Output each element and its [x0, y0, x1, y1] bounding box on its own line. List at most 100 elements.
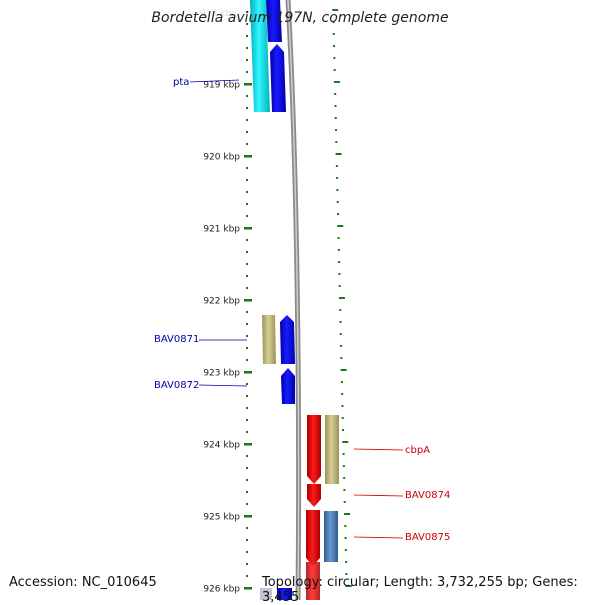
guide-dot — [333, 81, 340, 83]
minor-tick — [246, 395, 248, 397]
minor-tick — [246, 59, 248, 61]
major-tick — [244, 227, 252, 230]
minor-tick — [246, 359, 248, 361]
major-tick — [244, 515, 252, 518]
minor-tick — [246, 143, 248, 145]
tick-label: 921 kbp — [203, 225, 240, 235]
tick-label: 924 kbp — [203, 441, 240, 451]
guide-dot — [341, 405, 344, 407]
minor-tick — [246, 431, 248, 433]
minor-tick — [246, 11, 248, 13]
guide-dot — [338, 285, 341, 287]
gc-guide — [332, 9, 352, 587]
gene-tan-cbpA — [325, 415, 339, 484]
guide-dot — [339, 309, 342, 311]
guide-dot — [340, 357, 343, 359]
gene-steel-875 — [324, 511, 338, 562]
major-tick — [244, 155, 252, 158]
gene-forward-top — [266, 0, 282, 42]
guide-dot — [339, 333, 342, 335]
minor-tick — [246, 467, 248, 469]
minor-tick — [246, 491, 248, 493]
guide-dot — [345, 585, 352, 587]
faded-tick-label: 918 kbp — [200, 9, 237, 19]
minor-tick — [246, 107, 248, 109]
minor-tick — [246, 47, 248, 49]
minor-tick — [246, 347, 248, 349]
gene-tan-871 — [262, 315, 276, 364]
gene-pta — [270, 44, 286, 112]
label-cbpA: cbpA — [405, 445, 430, 456]
minor-tick — [246, 383, 248, 385]
minor-tick — [246, 323, 248, 325]
minor-tick — [246, 179, 248, 181]
minor-tick — [246, 287, 248, 289]
guide-dot — [342, 465, 345, 467]
guide-dot — [338, 261, 341, 263]
guide-dot — [335, 165, 338, 167]
label-BAV0874: BAV0874 — [405, 490, 450, 501]
guide-dot — [340, 345, 343, 347]
gene-red-bottom — [306, 562, 320, 600]
gene-forward-bottom — [277, 588, 292, 600]
label-connectors — [189, 79, 404, 539]
gene-tan-bottom — [260, 588, 272, 600]
gene-features — [250, 0, 339, 600]
label-BAV0875: BAV0875 — [405, 532, 450, 543]
gene-BAV0874 — [307, 484, 321, 507]
minor-tick — [246, 407, 248, 409]
minor-tick — [246, 311, 248, 313]
tick-label: 923 kbp — [203, 369, 240, 379]
guide-dot — [344, 537, 347, 539]
minor-tick — [246, 167, 248, 169]
gene-BAV0872 — [281, 368, 295, 404]
guide-dot — [335, 153, 342, 155]
label-BAV0872: BAV0872 — [154, 380, 199, 391]
guide-dot — [336, 201, 339, 203]
tick-label: 919 kbp — [203, 81, 240, 91]
major-tick — [244, 371, 252, 374]
minor-tick — [246, 419, 248, 421]
guide-dot — [342, 429, 345, 431]
guide-dot — [342, 441, 349, 443]
label-pta: pta — [173, 77, 189, 88]
topology-text: Topology: circular; Length: 3,732,255 bp… — [262, 575, 578, 605]
guide-dot — [338, 297, 345, 299]
minor-tick — [246, 215, 248, 217]
label-BAV0871: BAV0871 — [154, 334, 199, 345]
guide-dot — [336, 177, 339, 179]
guide-dot — [335, 129, 338, 131]
guide-dot — [343, 513, 350, 515]
guide-dot — [343, 477, 346, 479]
minor-tick — [246, 527, 248, 529]
guide-dot — [339, 321, 342, 323]
map-title: Bordetella avium 197N, complete genome — [151, 10, 449, 26]
guide-dot — [337, 225, 344, 227]
minor-tick — [246, 275, 248, 277]
gene-pta-cyan — [250, 0, 270, 112]
minor-tick — [246, 455, 248, 457]
minor-tick — [246, 335, 248, 337]
guide-dot — [337, 237, 340, 239]
guide-dot — [343, 489, 346, 491]
guide-dot — [334, 93, 337, 95]
tick-label: 922 kbp — [203, 297, 240, 307]
minor-tick — [246, 95, 248, 97]
guide-dot — [332, 9, 339, 11]
minor-tick — [246, 71, 248, 73]
major-tick — [244, 587, 252, 590]
guide-dot — [337, 249, 340, 251]
guide-dot — [332, 33, 335, 35]
guide-dot — [333, 57, 336, 59]
guide-dot — [334, 105, 337, 107]
accession-text: Accession: NC_010645 — [9, 575, 157, 590]
guide-dot — [334, 117, 337, 119]
tick-label: 925 kbp — [203, 513, 240, 523]
guide-dot — [333, 69, 336, 71]
minor-tick — [246, 503, 248, 505]
gene-cbpA — [307, 415, 321, 484]
guide-dot — [345, 573, 348, 575]
guide-dot — [333, 45, 336, 47]
gene-BAV0871 — [280, 315, 295, 364]
